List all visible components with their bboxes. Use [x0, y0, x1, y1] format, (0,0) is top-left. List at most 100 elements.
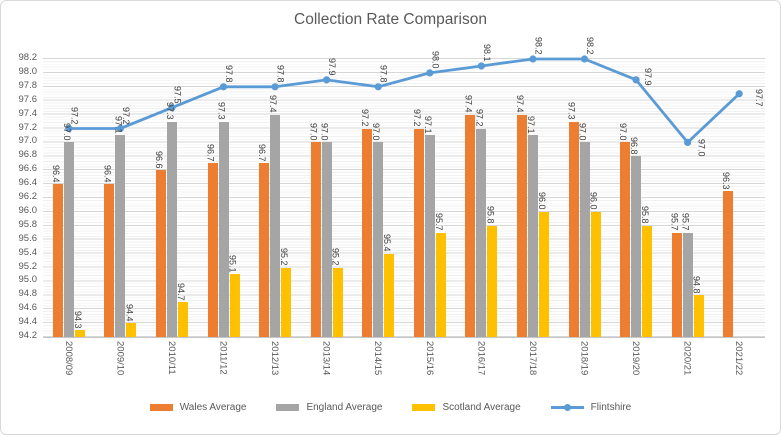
x-tick-label: 2015/16: [423, 341, 435, 376]
bar-wales-average[interactable]: [207, 163, 218, 337]
y-tick-label: 96.0: [18, 204, 38, 216]
bar-england-average[interactable]: [424, 135, 435, 337]
bar-wales-average[interactable]: [723, 191, 734, 337]
bar-data-label: 96.7: [205, 143, 216, 162]
y-tick-label: 96.2: [18, 191, 38, 202]
bar-england-average[interactable]: [63, 142, 74, 337]
line-marker: [426, 69, 434, 77]
bar-wales-average[interactable]: [516, 114, 527, 337]
bar-wales-average[interactable]: [568, 121, 579, 337]
legend-line-swatch: [550, 403, 584, 412]
x-tick-label: 2011/12: [217, 341, 229, 375]
bar-england-average[interactable]: [373, 142, 384, 337]
y-tick-label: 95.2: [18, 260, 38, 272]
line-marker: [168, 104, 176, 112]
plot-area[interactable]: 96.4 96.4 96.6 96.7 96.7 97.0 97.2 97.2 97.4 97.4…: [43, 37, 765, 338]
bar-england-average[interactable]: [682, 232, 693, 337]
bar-wales-average[interactable]: [259, 163, 270, 337]
bar-scotland-average[interactable]: [487, 225, 498, 337]
line-data-label: 98.0: [430, 51, 441, 69]
line-marker: [477, 62, 485, 70]
bar-wales-average[interactable]: [52, 184, 63, 337]
x-tick-label: 2012/13: [269, 341, 281, 376]
bar-england-average[interactable]: [527, 135, 538, 337]
line-data-label: 97.9: [327, 58, 338, 76]
bar-data-label: 95.2: [279, 247, 290, 266]
y-tick-label: 97.0: [18, 135, 38, 147]
bar-wales-average[interactable]: [310, 142, 321, 337]
legend-item-scotland-average[interactable]: Scotland Average: [412, 402, 521, 413]
legend-item-england-average[interactable]: England Average: [276, 402, 382, 413]
bar-scotland-average[interactable]: [332, 267, 343, 337]
line-data-label: 97.7: [754, 89, 765, 107]
x-tick-label: 2021/22: [733, 341, 745, 376]
flintshire-line-series[interactable]: [43, 55, 765, 337]
bar-england-average[interactable]: [218, 121, 229, 337]
x-tick-label: 2020/21: [681, 341, 693, 376]
bar-wales-average[interactable]: [413, 128, 424, 337]
bar-scotland-average[interactable]: [177, 302, 188, 337]
bar-england-average[interactable]: [115, 135, 126, 337]
y-tick-label: 94.6: [18, 302, 38, 314]
bar-data-label: 97.0: [618, 122, 629, 141]
chart-title[interactable]: Collection Rate Comparison: [294, 11, 487, 28]
bar-data-label: 97.1: [422, 115, 433, 134]
bar-england-average[interactable]: [631, 156, 642, 337]
line-marker: [65, 124, 73, 133]
bar-england-average[interactable]: [270, 114, 281, 337]
bar-data-label: 97.2: [474, 108, 485, 127]
bar-england-average[interactable]: [476, 128, 487, 337]
bar-scotland-average[interactable]: [229, 274, 240, 337]
bar-data-label: 96.8: [629, 136, 640, 155]
x-tick-label: 2018/19: [578, 341, 590, 376]
bar-england-average[interactable]: [166, 121, 177, 337]
x-tick-label: 2017/18: [526, 341, 538, 376]
bar-scotland-average[interactable]: [126, 323, 137, 337]
legend-item-flintshire[interactable]: Flintshire: [550, 402, 632, 413]
bar-data-label: 97.0: [577, 122, 588, 141]
bar-scotland-average[interactable]: [74, 330, 85, 337]
line-marker: [735, 90, 743, 98]
y-tick-label: 94.2: [18, 330, 38, 341]
bar-data-label: 95.8: [640, 206, 651, 224]
bar-scotland-average[interactable]: [642, 225, 653, 337]
bar-scotland-average[interactable]: [281, 267, 292, 337]
legend-item-wales-average[interactable]: Wales Average: [149, 402, 246, 413]
bar-wales-average[interactable]: [465, 114, 476, 337]
bar-wales-average[interactable]: [104, 184, 115, 337]
bar-data-label: 97.3: [566, 102, 577, 120]
legend-bar-swatch: [149, 404, 173, 411]
x-tick-label: 2008/09: [62, 341, 74, 376]
bar-data-label: 97.1: [525, 115, 536, 134]
y-tick-label: 94.8: [18, 288, 38, 300]
bar-data-label: 95.7: [669, 213, 680, 231]
x-tick-label: 2010/11: [165, 341, 177, 375]
y-tick-label: 96.8: [18, 149, 38, 161]
bar-scotland-average[interactable]: [435, 232, 446, 337]
line-marker: [529, 55, 537, 63]
line-marker: [632, 76, 640, 84]
x-tick-label: 2019/20: [630, 341, 642, 376]
bar-data-label: 94.4: [124, 303, 135, 322]
bar-england-average[interactable]: [321, 142, 332, 337]
legend-label: Flintshire: [590, 402, 632, 413]
bar-scotland-average[interactable]: [590, 211, 601, 337]
bar-data-label: 97.4: [463, 95, 474, 113]
bar-scotland-average[interactable]: [384, 253, 395, 337]
bar-wales-average[interactable]: [155, 170, 166, 337]
bar-wales-average[interactable]: [671, 232, 682, 337]
bar-scotland-average[interactable]: [538, 211, 549, 337]
bar-wales-average[interactable]: [620, 142, 631, 337]
x-tick-label: 2014/15: [372, 341, 384, 376]
y-tick-label: 97.8: [18, 79, 38, 91]
bar-scotland-average[interactable]: [693, 295, 704, 337]
bar-england-average[interactable]: [579, 142, 590, 337]
bar-data-label: 97.2: [411, 108, 422, 127]
legend-label: Scotland Average: [442, 402, 521, 413]
y-tick-label: 97.2: [18, 121, 38, 133]
bar-data-label: 96.0: [588, 192, 599, 210]
line-marker: [684, 138, 692, 146]
legend-bar-swatch: [276, 404, 300, 411]
bar-wales-average[interactable]: [362, 128, 373, 337]
